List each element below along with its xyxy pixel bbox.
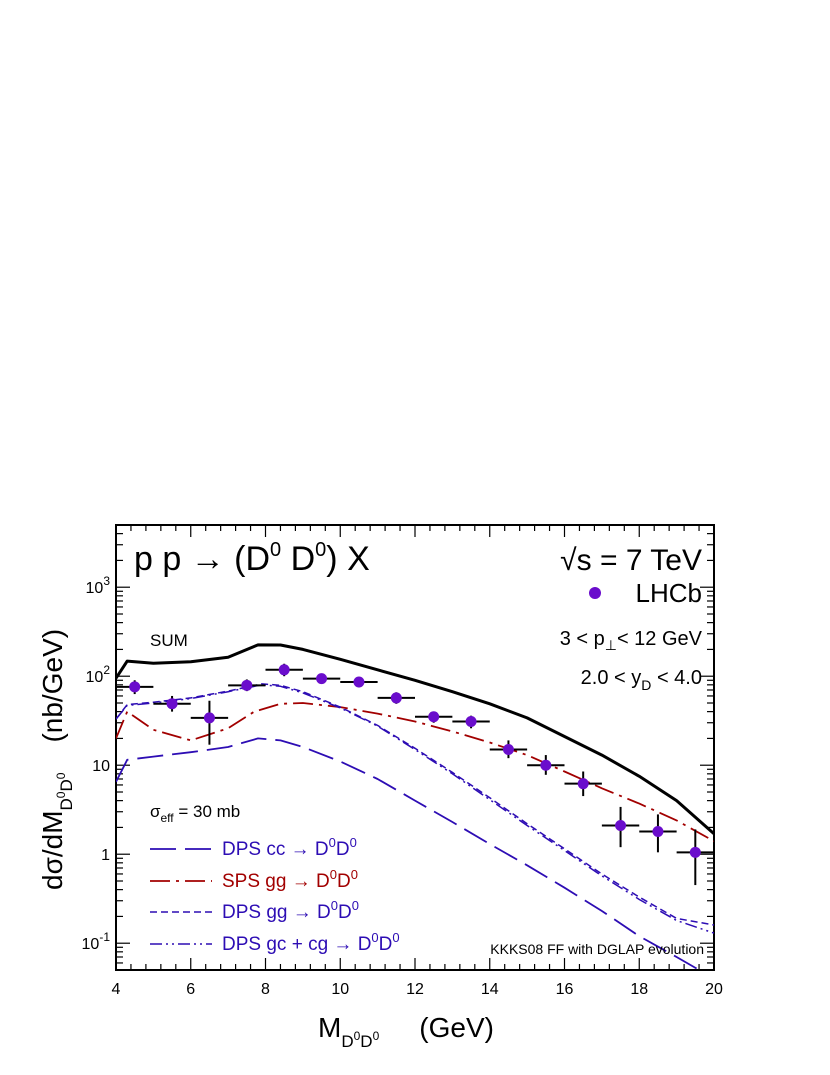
legend-label-sps-gg: SPS gg → D0D0 <box>222 867 358 892</box>
pt-cut-label: 3 < p⊥< 12 GeV <box>560 628 703 653</box>
x-tick-label: 6 <box>186 981 195 998</box>
data-marker <box>689 846 701 858</box>
legend-label-dps-cc: DPS cc → D0D0 <box>222 835 357 860</box>
lhcb-point <box>228 679 266 692</box>
data-marker <box>278 664 290 676</box>
lhcb-point <box>302 673 341 685</box>
series-line-3 <box>116 683 714 926</box>
legend-label-dps-gc-cg: DPS gc + cg → D0D0 <box>222 930 400 955</box>
data-marker <box>502 744 514 756</box>
data-marker <box>428 711 440 723</box>
data-marker <box>203 712 215 724</box>
lhcb-point <box>489 740 528 759</box>
y-axis-title: dσ/dMD0D0(nb/GeV) <box>37 629 76 890</box>
y-tick-label: 102 <box>86 663 111 686</box>
x-tick-label: 10 <box>331 981 349 998</box>
x-tick-label: 16 <box>556 981 574 998</box>
legend-label-dps-gg: DPS gg → D0D0 <box>222 898 359 923</box>
data-marker <box>390 692 402 704</box>
lhcb-point <box>527 755 565 775</box>
lhcb-point <box>676 829 714 886</box>
sigma-eff-label: σeff = 30 mb <box>150 802 240 825</box>
y-cut-label: 2.0 < yD < 4.0 <box>581 667 702 693</box>
data-marker <box>241 679 253 691</box>
data-marker <box>465 715 477 727</box>
lhcb-point <box>153 695 191 712</box>
lhcb-legend-label: LHCb <box>636 578 702 608</box>
y-tick-label: 10-1 <box>82 930 111 953</box>
x-tick-label: 12 <box>406 981 424 998</box>
x-axis-title: MD0D0 (GeV) <box>318 1012 494 1051</box>
lhcb-point <box>116 680 154 695</box>
energy-label: √s = 7 TeV <box>560 544 702 577</box>
lhcb-point <box>415 711 453 723</box>
lhcb-marker-icon <box>589 587 601 599</box>
x-tick-label: 4 <box>112 981 121 998</box>
lhcb-data-points <box>116 663 714 886</box>
series-line-1 <box>116 737 701 970</box>
data-marker <box>129 681 141 693</box>
lhcb-point <box>639 814 677 853</box>
lhcb-point <box>452 715 490 729</box>
x-tick-label: 20 <box>705 981 723 998</box>
data-marker <box>577 778 589 790</box>
data-marker <box>353 676 365 688</box>
x-tick-label: 14 <box>481 981 499 998</box>
y-tick-label: 103 <box>86 574 111 597</box>
lhcb-point <box>190 700 229 745</box>
data-marker <box>540 759 552 771</box>
lhcb-point <box>564 771 602 797</box>
data-marker <box>652 825 664 837</box>
ff-label: KKKS08 FF with DGLAP evolution <box>490 941 704 957</box>
x-tick-label: 8 <box>261 981 270 998</box>
x-tick-label: 18 <box>630 981 648 998</box>
lhcb-point <box>340 676 378 688</box>
legend <box>150 848 212 945</box>
data-marker <box>615 820 627 832</box>
chart-title: p p → (D0 D0) X <box>134 539 370 578</box>
series-line-2 <box>116 702 714 842</box>
series-line-0 <box>116 643 714 835</box>
data-marker <box>316 673 328 685</box>
lhcb-point <box>265 663 303 677</box>
data-marker <box>166 698 178 710</box>
y-tick-label: 10 <box>92 758 110 775</box>
series-layer <box>116 643 714 970</box>
x-axis: 4 6 8 10 12 14 16 18 20 <box>112 525 723 998</box>
lhcb-point <box>377 692 415 704</box>
y-tick-label: 1 <box>101 847 110 864</box>
lhcb-point <box>601 806 640 848</box>
sum-label: SUM <box>150 631 188 650</box>
